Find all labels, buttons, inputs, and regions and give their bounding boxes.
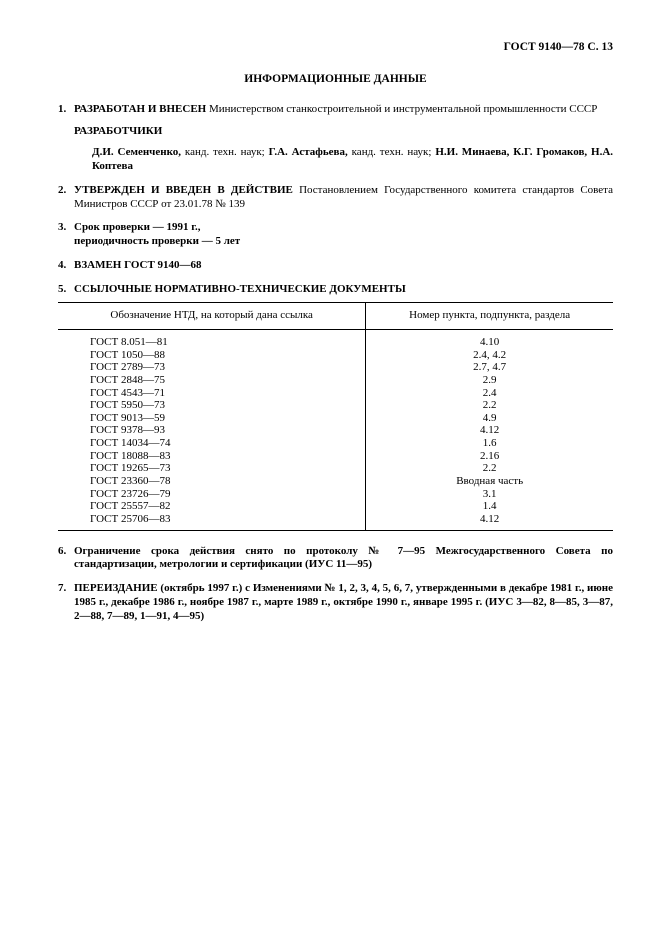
table-row: ГОСТ 25557—821.4 — [58, 500, 613, 513]
page: ГОСТ 9140—78 С. 13 ИНФОРМАЦИОННЫЕ ДАННЫЕ… — [0, 0, 661, 936]
item-number: 4. — [58, 259, 74, 273]
table-row: ГОСТ 9378—934.12 — [58, 424, 613, 437]
ref-clause: 2.4 — [366, 387, 613, 400]
table-row: ГОСТ 5950—732.2 — [58, 399, 613, 412]
ref-designation: ГОСТ 25557—82 — [58, 500, 366, 513]
name-2: Г.А. Астафьева, — [269, 146, 348, 158]
table-row: ГОСТ 23360—78Вводная часть — [58, 475, 613, 488]
item-body: ССЫЛОЧНЫЕ НОРМАТИВНО-ТЕХНИЧЕСКИЕ ДОКУМЕН… — [74, 283, 613, 297]
ref-designation: ГОСТ 14034—74 — [58, 437, 366, 450]
item-7: 7. ПЕРЕИЗДАНИЕ (октябрь 1997 г.) с Измен… — [58, 582, 613, 623]
ref-clause: 1.6 — [366, 437, 613, 450]
item-2: 2. УТВЕРЖДЕН И ВВЕДЕН В ДЕЙСТВИЕ Постано… — [58, 184, 613, 212]
item-number: 7. — [58, 582, 74, 623]
table-row: ГОСТ 1050—882.4, 4.2 — [58, 349, 613, 362]
ref-designation: ГОСТ 9378—93 — [58, 424, 366, 437]
ref-clause: 4.12 — [366, 513, 613, 530]
ref-designation: ГОСТ 23726—79 — [58, 488, 366, 501]
ref-clause: 2.7, 4.7 — [366, 361, 613, 374]
table-row: ГОСТ 4543—712.4 — [58, 387, 613, 400]
table-row: ГОСТ 2789—732.7, 4.7 — [58, 361, 613, 374]
ref-clause: Вводная часть — [366, 475, 613, 488]
table-body: ГОСТ 8.051—814.10ГОСТ 1050—882.4, 4.2ГОС… — [58, 330, 613, 531]
table-row: ГОСТ 25706—834.12 — [58, 513, 613, 530]
item-lead: РАЗРАБОТАН И ВНЕСЕН — [74, 103, 206, 115]
table-row: ГОСТ 2848—752.9 — [58, 374, 613, 387]
developers-names: Д.И. Семенченко, канд. техн. наук; Г.А. … — [92, 146, 613, 174]
table-row: ГОСТ 23726—793.1 — [58, 488, 613, 501]
item-6: 6. Ограничение срока действия снято по п… — [58, 545, 613, 573]
ref-designation: ГОСТ 8.051—81 — [58, 330, 366, 349]
ref-designation: ГОСТ 23360—78 — [58, 475, 366, 488]
name-2-title: канд. техн. наук; — [348, 146, 436, 158]
table-row: ГОСТ 18088—832.16 — [58, 450, 613, 463]
table-row: ГОСТ 14034—741.6 — [58, 437, 613, 450]
header-right: ГОСТ 9140—78 С. 13 — [58, 40, 613, 54]
ref-designation: ГОСТ 9013—59 — [58, 412, 366, 425]
ref-designation: ГОСТ 18088—83 — [58, 450, 366, 463]
item-body: РАЗРАБОТАН И ВНЕСЕН Министерством станко… — [74, 103, 613, 117]
ref-clause: 2.2 — [366, 399, 613, 412]
table-row: ГОСТ 19265—732.2 — [58, 462, 613, 475]
ref-designation: ГОСТ 5950—73 — [58, 399, 366, 412]
ref-clause: 2.16 — [366, 450, 613, 463]
developers-label: РАЗРАБОТЧИКИ — [74, 125, 613, 139]
item-body: Срок проверки — 1991 г., периодичность п… — [74, 221, 613, 249]
name-1: Д.И. Семенченко, — [92, 146, 181, 158]
item-3-line1: Срок проверки — 1991 г., — [74, 221, 200, 233]
ref-designation: ГОСТ 4543—71 — [58, 387, 366, 400]
ref-clause: 4.12 — [366, 424, 613, 437]
item-lead: УТВЕРЖДЕН И ВВЕДЕН В ДЕЙСТВИЕ — [74, 184, 293, 196]
ref-clause: 1.4 — [366, 500, 613, 513]
item-number: 2. — [58, 184, 74, 212]
references-table: Обозначение НТД, на который дана ссылка … — [58, 302, 613, 530]
item-3-line2: периодичность проверки — 5 лет — [74, 235, 240, 247]
ref-designation: ГОСТ 2789—73 — [58, 361, 366, 374]
ref-designation: ГОСТ 1050—88 — [58, 349, 366, 362]
ref-clause: 2.4, 4.2 — [366, 349, 613, 362]
item-body: Ограничение срока действия снято по прот… — [74, 545, 613, 573]
item-body: ВЗАМЕН ГОСТ 9140—68 — [74, 259, 613, 273]
ref-designation: ГОСТ 25706—83 — [58, 513, 366, 530]
item-lead: ПЕРЕИЗДАНИЕ — [74, 582, 158, 594]
item-5: 5. ССЫЛОЧНЫЕ НОРМАТИВНО-ТЕХНИЧЕСКИЕ ДОКУ… — [58, 283, 613, 297]
item-body: ПЕРЕИЗДАНИЕ (октябрь 1997 г.) с Изменени… — [74, 582, 613, 623]
item-1: 1. РАЗРАБОТАН И ВНЕСЕН Министерством ста… — [58, 103, 613, 117]
ref-clause: 4.9 — [366, 412, 613, 425]
item-3: 3. Срок проверки — 1991 г., периодичност… — [58, 221, 613, 249]
ref-designation: ГОСТ 2848—75 — [58, 374, 366, 387]
item-4: 4. ВЗАМЕН ГОСТ 9140—68 — [58, 259, 613, 273]
table-header-2: Номер пункта, подпункта, раздела — [366, 303, 613, 330]
ref-designation: ГОСТ 19265—73 — [58, 462, 366, 475]
table-row: ГОСТ 9013—594.9 — [58, 412, 613, 425]
table-row: ГОСТ 8.051—814.10 — [58, 330, 613, 349]
item-number: 3. — [58, 221, 74, 249]
item-rest: Министерством станкостроительной и инстр… — [206, 103, 597, 115]
ref-clause: 2.2 — [366, 462, 613, 475]
ref-clause: 2.9 — [366, 374, 613, 387]
item-number: 6. — [58, 545, 74, 573]
item-body: УТВЕРЖДЕН И ВВЕДЕН В ДЕЙСТВИЕ Постановле… — [74, 184, 613, 212]
ref-clause: 3.1 — [366, 488, 613, 501]
table-header-1: Обозначение НТД, на который дана ссылка — [58, 303, 366, 330]
ref-clause: 4.10 — [366, 330, 613, 349]
item-number: 5. — [58, 283, 74, 297]
item-number: 1. — [58, 103, 74, 117]
page-title: ИНФОРМАЦИОННЫЕ ДАННЫЕ — [58, 72, 613, 86]
name-1-title: канд. техн. наук; — [181, 146, 269, 158]
